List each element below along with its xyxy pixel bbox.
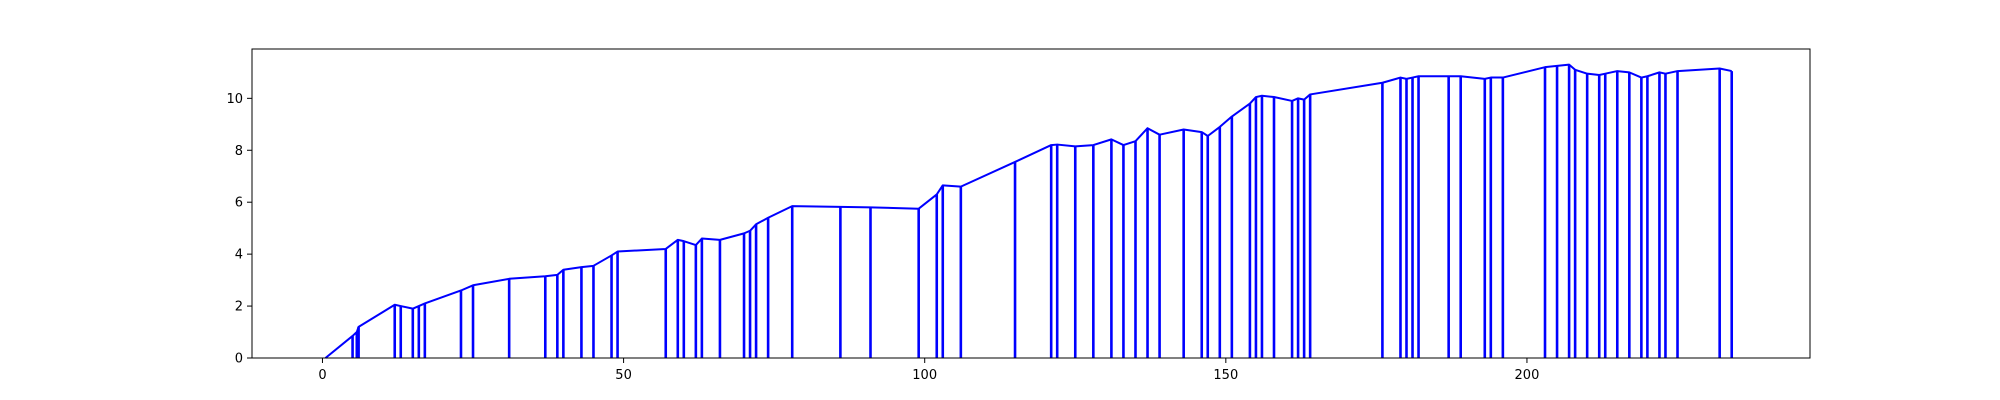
series-line — [324, 63, 1732, 359]
x-tick-label: 50 — [615, 368, 632, 383]
y-tick-label: 0 — [235, 352, 243, 367]
plot-area — [324, 63, 1734, 359]
axes-frame — [251, 48, 1811, 359]
y-tick-label: 8 — [235, 144, 243, 159]
x-tick-label: 0 — [318, 368, 326, 383]
x-axis: 0 50 100 150 200 — [318, 358, 1539, 383]
y-tick-label: 10 — [226, 92, 243, 107]
x-tick-label: 200 — [1515, 368, 1540, 383]
x-tick-label: 100 — [912, 368, 937, 383]
y-tick-label: 6 — [235, 196, 243, 211]
x-tick-label: 150 — [1213, 368, 1238, 383]
y-tick-label: 4 — [235, 248, 243, 263]
y-axis: 0 2 4 6 8 10 — [226, 92, 252, 367]
y-tick-label: 2 — [235, 300, 243, 315]
